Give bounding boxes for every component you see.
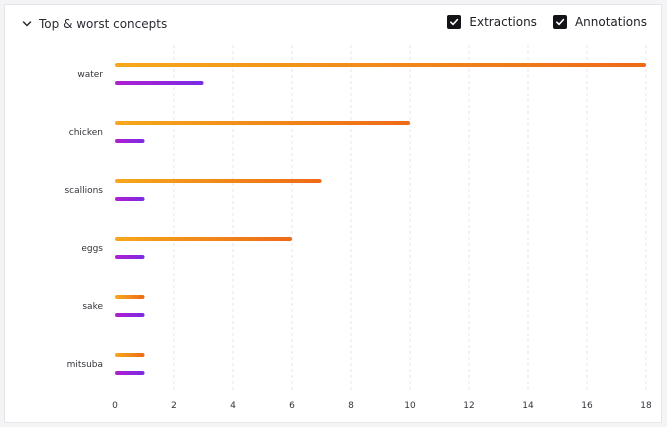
panel-header: Top & worst concepts Extractions Annotat… (5, 5, 661, 45)
chevron-down-icon (22, 21, 32, 27)
x-tick-label: 8 (348, 401, 354, 411)
extractions-bar[interactable] (115, 237, 292, 241)
extractions-bar[interactable] (115, 63, 646, 67)
annotations-bar[interactable] (115, 255, 145, 259)
category-label: scallions (64, 186, 103, 196)
x-tick-label: 14 (522, 401, 534, 411)
x-tick-label: 6 (289, 401, 295, 411)
concepts-panel: Top & worst concepts Extractions Annotat… (4, 4, 662, 423)
category-label: sake (82, 302, 103, 312)
series-toggles: Extractions Annotations (431, 15, 647, 29)
annotations-bar[interactable] (115, 139, 145, 143)
x-tick-label: 16 (581, 401, 593, 411)
check-icon (450, 18, 459, 26)
category-label: eggs (81, 244, 103, 254)
extractions-toggle[interactable]: Extractions (447, 15, 537, 29)
extractions-label: Extractions (469, 15, 537, 29)
extractions-checkbox[interactable] (447, 15, 462, 29)
check-icon (555, 18, 565, 26)
x-tick-label: 2 (171, 401, 177, 411)
annotations-checkbox[interactable] (552, 15, 567, 29)
extractions-bar[interactable] (115, 121, 410, 125)
annotations-bar[interactable] (115, 371, 145, 375)
x-tick-label: 12 (463, 401, 474, 411)
panel-title: Top & worst concepts (39, 17, 168, 31)
annotations-bar[interactable] (115, 197, 145, 201)
x-tick-label: 10 (404, 401, 416, 411)
extractions-bar[interactable] (115, 179, 322, 183)
x-tick-label: 0 (112, 401, 118, 411)
extractions-bar[interactable] (115, 295, 145, 299)
extractions-bar[interactable] (115, 353, 145, 357)
annotations-label: Annotations (574, 15, 647, 29)
annotations-bar[interactable] (115, 313, 145, 317)
category-label: mitsuba (67, 360, 103, 370)
annotations-toggle[interactable]: Annotations (552, 15, 647, 29)
annotations-bar[interactable] (115, 81, 204, 85)
category-label: chicken (69, 128, 103, 138)
category-label: water (77, 70, 103, 80)
x-tick-label: 18 (640, 401, 652, 411)
bar-chart: water chicken scallions eggs sake mitsuba 0 2 4… (64, 45, 652, 411)
collapse-toggle[interactable]: Top & worst concepts (22, 17, 167, 31)
x-tick-label: 4 (230, 401, 236, 411)
